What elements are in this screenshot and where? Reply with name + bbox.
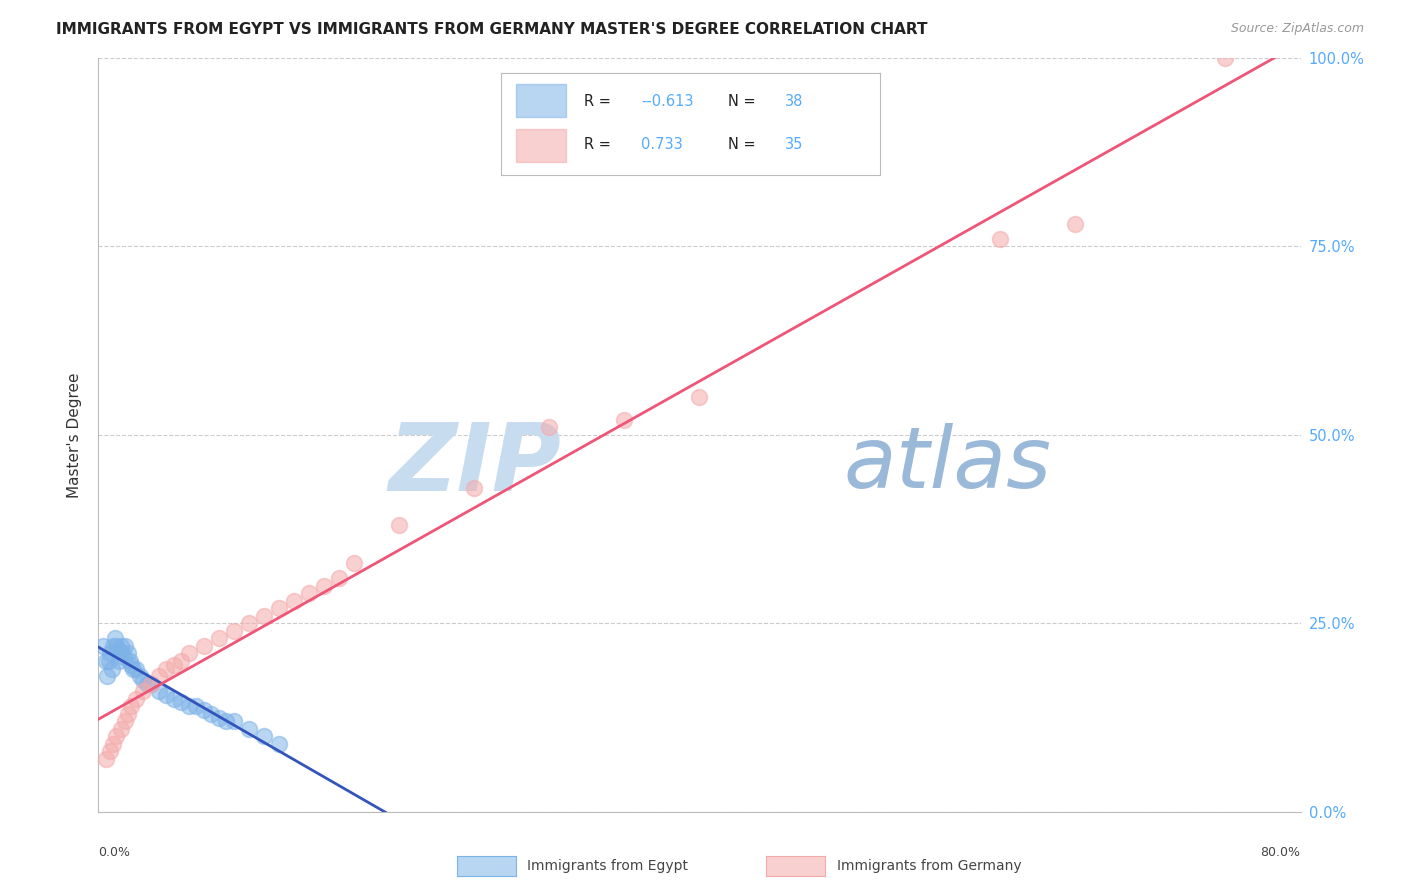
- Point: [100, 647, 122, 661]
- Point: [155, 688, 177, 702]
- Point: [267, 737, 290, 751]
- Point: [110, 639, 132, 653]
- Point: [132, 684, 155, 698]
- Point: [253, 730, 276, 744]
- Point: [139, 676, 162, 690]
- Point: [222, 714, 245, 729]
- Point: [107, 642, 129, 657]
- Point: [222, 624, 245, 638]
- Point: [283, 593, 305, 607]
- Point: [121, 657, 143, 672]
- Point: [208, 710, 231, 724]
- Point: [177, 699, 200, 714]
- Point: [148, 669, 170, 683]
- Point: [105, 730, 128, 744]
- Point: [312, 579, 335, 593]
- Y-axis label: Master's Degree: Master's Degree: [67, 372, 83, 498]
- Text: 0.0%: 0.0%: [98, 846, 131, 859]
- Point: [193, 639, 215, 653]
- Point: [162, 657, 184, 672]
- Point: [298, 586, 321, 600]
- Point: [184, 699, 207, 714]
- Point: [103, 737, 125, 751]
- Point: [463, 481, 485, 495]
- Point: [100, 744, 122, 758]
- Point: [121, 699, 143, 714]
- Point: [112, 650, 135, 665]
- Point: [162, 691, 184, 706]
- Point: [111, 647, 134, 661]
- Point: [105, 639, 128, 653]
- Text: atlas: atlas: [844, 424, 1052, 507]
- Point: [101, 661, 124, 675]
- Point: [110, 722, 132, 736]
- Point: [139, 676, 162, 690]
- Point: [125, 691, 148, 706]
- Point: [613, 413, 636, 427]
- Point: [148, 684, 170, 698]
- Point: [117, 647, 139, 661]
- Point: [267, 601, 290, 615]
- Point: [238, 722, 260, 736]
- Point: [988, 232, 1011, 246]
- Text: ZIP: ZIP: [388, 419, 561, 511]
- Point: [135, 676, 157, 690]
- Point: [689, 390, 711, 404]
- Point: [117, 706, 139, 721]
- Point: [328, 571, 350, 585]
- Point: [103, 639, 125, 653]
- Text: IMMIGRANTS FROM EGYPT VS IMMIGRANTS FROM GERMANY MASTER'S DEGREE CORRELATION CHA: IMMIGRANTS FROM EGYPT VS IMMIGRANTS FROM…: [56, 22, 928, 37]
- Text: Immigrants from Germany: Immigrants from Germany: [837, 859, 1021, 873]
- Point: [343, 556, 366, 570]
- Text: Immigrants from Egypt: Immigrants from Egypt: [527, 859, 689, 873]
- Point: [129, 669, 152, 683]
- Point: [122, 661, 145, 675]
- Point: [94, 752, 117, 766]
- Point: [118, 654, 141, 668]
- Point: [114, 639, 136, 653]
- Point: [125, 661, 148, 675]
- Text: Source: ZipAtlas.com: Source: ZipAtlas.com: [1230, 22, 1364, 36]
- Point: [96, 669, 118, 683]
- Point: [200, 706, 222, 721]
- Point: [215, 714, 238, 729]
- Point: [193, 703, 215, 717]
- Point: [538, 420, 561, 434]
- Point: [155, 661, 177, 675]
- Point: [170, 654, 193, 668]
- Point: [1064, 217, 1087, 231]
- Point: [177, 647, 200, 661]
- Point: [91, 639, 114, 653]
- Text: 80.0%: 80.0%: [1261, 846, 1301, 859]
- Point: [208, 632, 231, 646]
- Point: [97, 654, 120, 668]
- Point: [132, 673, 155, 687]
- Point: [104, 632, 127, 646]
- Point: [388, 518, 411, 533]
- Point: [114, 714, 136, 729]
- Point: [238, 616, 260, 631]
- Point: [1215, 51, 1237, 65]
- Point: [253, 608, 276, 623]
- Point: [170, 695, 193, 709]
- Point: [108, 654, 131, 668]
- Point: [94, 654, 117, 668]
